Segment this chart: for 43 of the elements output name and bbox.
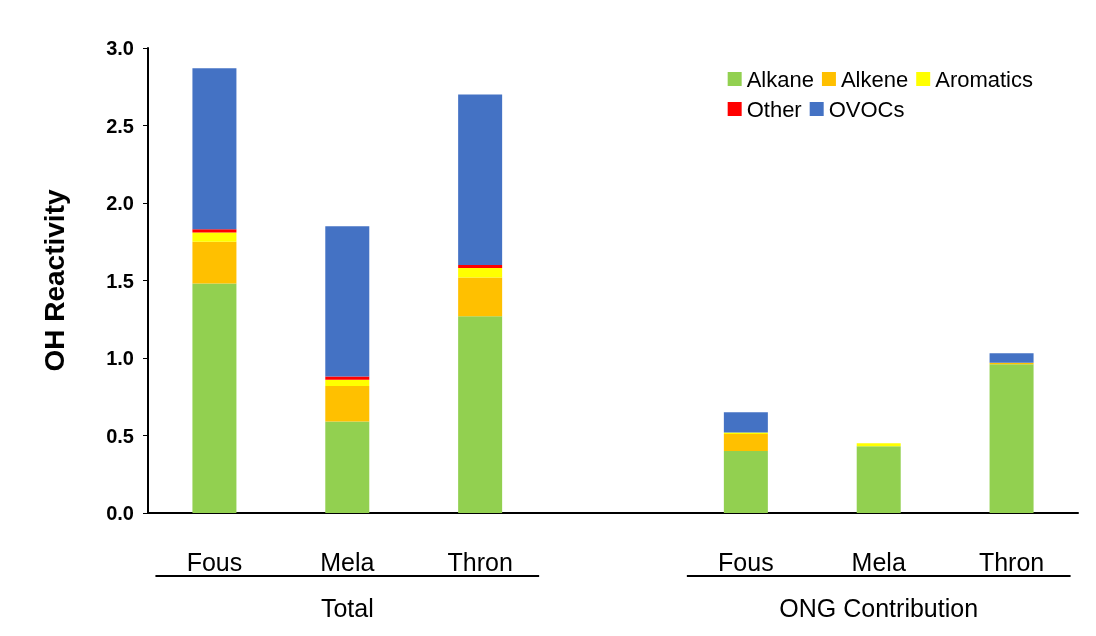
bar [192,68,237,230]
legend-label: Alkane [746,66,814,92]
text: ONG Contribution [779,594,979,622]
bar [458,94,503,265]
y-tick-label: 2.5 [106,114,134,137]
bar [856,443,901,447]
bar [458,268,503,278]
bar [458,265,503,269]
x-tick-label: Mela [320,547,375,576]
bar [325,379,370,386]
legend-label: Aromatics [935,66,1033,92]
y-tick-label: 3.0 [106,37,134,59]
x-tick-label: Thron [978,547,1045,576]
bar [723,451,768,513]
bar [989,364,1034,513]
bar [458,316,503,513]
legend-label: OVOCs [828,96,905,122]
bar [192,241,237,284]
bar [325,421,370,513]
bar [856,446,901,513]
bar [723,412,768,433]
bar [723,433,768,451]
y-tick-label: 1.5 [106,269,134,292]
legend-label: Alkene [840,66,909,92]
bar [458,277,503,317]
x-tick-label: Mela [851,547,906,576]
y-tick-label: 1.0 [106,347,134,369]
legend-label: Other [746,96,802,122]
bar [192,283,237,513]
bar [192,229,237,233]
bar [325,376,370,380]
bar [192,232,237,242]
bar [989,353,1034,363]
bar [325,226,370,377]
y-axis-title: OH Reactivity [38,189,70,372]
y-tick-label: 0.5 [106,424,134,447]
y-tick-label: 2.0 [106,192,134,214]
text: Total [320,594,374,622]
x-tick-label: Thron [447,547,513,576]
x-tick-label: Fous [186,547,243,576]
bar [325,385,370,422]
x-tick-label: Fous [718,547,774,576]
y-tick-label: 0.0 [106,502,134,524]
